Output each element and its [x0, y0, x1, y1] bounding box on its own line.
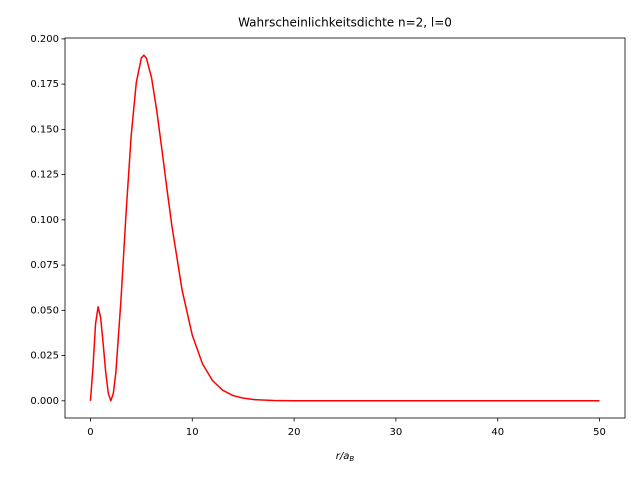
x-tick-label: 0	[87, 427, 93, 438]
y-tick-label: 0.125	[30, 170, 59, 181]
y-tick-label: 0.150	[30, 124, 59, 135]
y-tick-label: 0.025	[30, 351, 59, 362]
line-series	[89, 54, 600, 402]
y-tick-label: 0.050	[30, 305, 59, 316]
x-axis-label-main: r/a	[336, 451, 350, 462]
y-tick-label: 0.175	[30, 79, 59, 90]
chart-title: Wahrscheinlichkeitsdichte n=2, l=0	[238, 16, 452, 30]
x-axis-label: r/aB	[336, 451, 355, 463]
x-tick-label: 40	[491, 427, 504, 438]
x-axis-label-subscript: B	[349, 455, 354, 463]
y-tick-label: 0.200	[30, 34, 59, 45]
x-tick-label: 10	[186, 427, 199, 438]
y-tick-label: 0.075	[30, 260, 59, 271]
y-tick-label: 0.000	[30, 396, 59, 407]
x-tick-label: 30	[390, 427, 403, 438]
x-tick-label: 50	[593, 427, 606, 438]
y-tick-label: 0.100	[30, 215, 59, 226]
plot-frame	[64, 37, 626, 419]
x-tick-label: 20	[288, 427, 301, 438]
